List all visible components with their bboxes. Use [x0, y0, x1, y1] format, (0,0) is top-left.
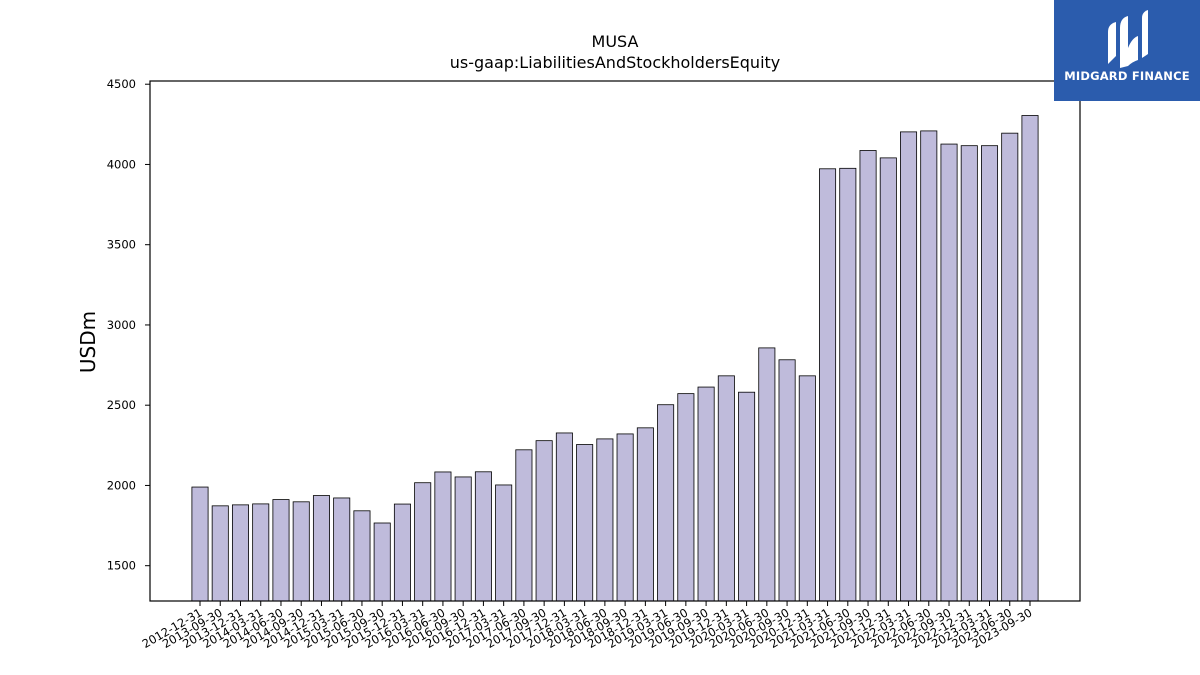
- bar-2015-12-31: [393, 503, 411, 602]
- bar-2019-12-31: [717, 375, 735, 602]
- bar-2016-06-30: [434, 471, 452, 602]
- bar-2023-03-31: [981, 145, 999, 602]
- y-tick-label: 4500: [107, 77, 136, 91]
- logo-text: MIDGARD FINANCE: [1064, 69, 1190, 83]
- bar-2021-06-30: [839, 167, 857, 602]
- bar-2014-09-30: [292, 501, 310, 602]
- bar-2016-03-31: [414, 482, 432, 602]
- midgard-finance-logo: MIDGARD FINANCE: [1054, 0, 1200, 101]
- bar-2018-09-30: [616, 433, 634, 602]
- bar-2018-03-31: [576, 444, 594, 602]
- bar-2022-09-30: [940, 143, 958, 602]
- bar-2020-09-30: [778, 359, 796, 602]
- bar-2019-09-30: [697, 386, 715, 602]
- chart-title: MUSA: [591, 32, 639, 51]
- bar-2015-09-30: [373, 522, 391, 602]
- y-tick-label: 3000: [107, 318, 136, 332]
- bar-2019-06-30: [677, 393, 695, 602]
- bar-2023-09-30: [1021, 115, 1039, 602]
- bar-2014-12-31: [312, 495, 330, 602]
- bar-2014-06-30: [272, 499, 290, 602]
- bar-2012-12-31: [191, 486, 209, 602]
- chart-subtitle: us-gaap:LiabilitiesAndStockholdersEquity: [449, 53, 781, 72]
- plot-frame: [149, 80, 1081, 602]
- bar-2013-09-30: [211, 505, 229, 602]
- bar-2018-12-31: [636, 427, 654, 602]
- bar-2013-12-31: [231, 504, 249, 602]
- y-tick-label: 4000: [107, 157, 136, 171]
- bar-2021-09-30: [859, 150, 877, 602]
- bar-2018-06-30: [596, 438, 614, 602]
- y-tick-label: 1500: [107, 559, 136, 573]
- bar-2022-06-30: [920, 130, 938, 602]
- bar-2015-06-30: [353, 510, 371, 602]
- midgard-logo-icon: [1108, 10, 1148, 68]
- bar-2017-12-31: [555, 432, 573, 602]
- bar-2016-09-30: [454, 476, 472, 602]
- bar-2021-03-31: [819, 168, 837, 602]
- y-tick-label: 2000: [107, 478, 136, 492]
- bar-2019-03-31: [657, 404, 675, 602]
- bar-2017-06-30: [515, 449, 533, 602]
- y-axis-label: USDm: [76, 310, 100, 374]
- y-tick-label: 2500: [107, 398, 136, 412]
- bar-2015-03-31: [333, 497, 351, 602]
- bar-2020-06-30: [758, 347, 776, 602]
- bar-2022-03-31: [900, 131, 918, 602]
- bar-2014-03-31: [252, 503, 270, 602]
- bar-2022-12-31: [960, 145, 978, 602]
- y-tick-label: 3500: [107, 238, 136, 252]
- bar-2017-03-31: [495, 484, 513, 602]
- bar-2017-09-30: [535, 440, 553, 602]
- bar-2021-12-31: [879, 157, 897, 602]
- bar-2023-06-30: [1001, 132, 1019, 602]
- bar-2020-12-31: [798, 375, 816, 602]
- bar-2020-03-31: [738, 391, 756, 602]
- bar-2016-12-31: [474, 471, 492, 602]
